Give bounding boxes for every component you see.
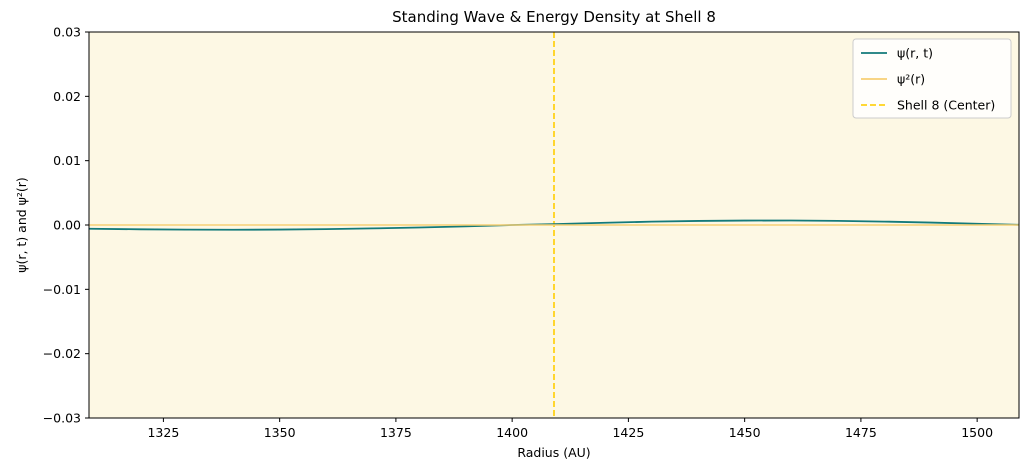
legend-label-psi: ψ(r, t)	[897, 46, 933, 61]
legend: ψ(r, t) ψ²(r) Shell 8 (Center)	[852, 38, 1012, 119]
y-tick-label: −0.01	[43, 282, 81, 297]
x-axis-label: Radius (AU)	[517, 445, 590, 460]
legend-label-psi-squared: ψ²(r)	[897, 72, 925, 87]
x-tick-label: 1350	[264, 425, 296, 440]
x-tick-label: 1375	[380, 425, 412, 440]
y-axis-ticks: −0.03 −0.02 −0.01 0.00 0.01 0.02 0.03	[43, 25, 89, 426]
y-tick-label: 0.00	[53, 218, 81, 233]
x-tick-label: 1450	[729, 425, 761, 440]
y-tick-label: 0.03	[53, 25, 81, 40]
series-group	[88, 219, 1020, 231]
y-tick-label: 0.01	[53, 153, 81, 168]
y-axis-label: ψ(r, t) and ψ²(r)	[14, 177, 29, 273]
x-tick-label: 1400	[496, 425, 528, 440]
x-tick-label: 1425	[612, 425, 644, 440]
legend-label-shell-center: Shell 8 (Center)	[897, 98, 995, 113]
x-axis-ticks: 1325 1350 1375 1400 1425 1450 1475 1500	[147, 418, 993, 440]
y-tick-label: 0.02	[53, 89, 81, 104]
chart-title: Standing Wave & Energy Density at Shell …	[392, 8, 716, 26]
series-line-psi	[88, 219, 1020, 231]
x-tick-label: 1325	[147, 425, 179, 440]
y-tick-label: −0.03	[43, 411, 81, 426]
y-tick-label: −0.02	[43, 346, 81, 361]
legend-box	[852, 38, 1012, 119]
x-tick-label: 1475	[845, 425, 877, 440]
x-tick-label: 1500	[961, 425, 993, 440]
